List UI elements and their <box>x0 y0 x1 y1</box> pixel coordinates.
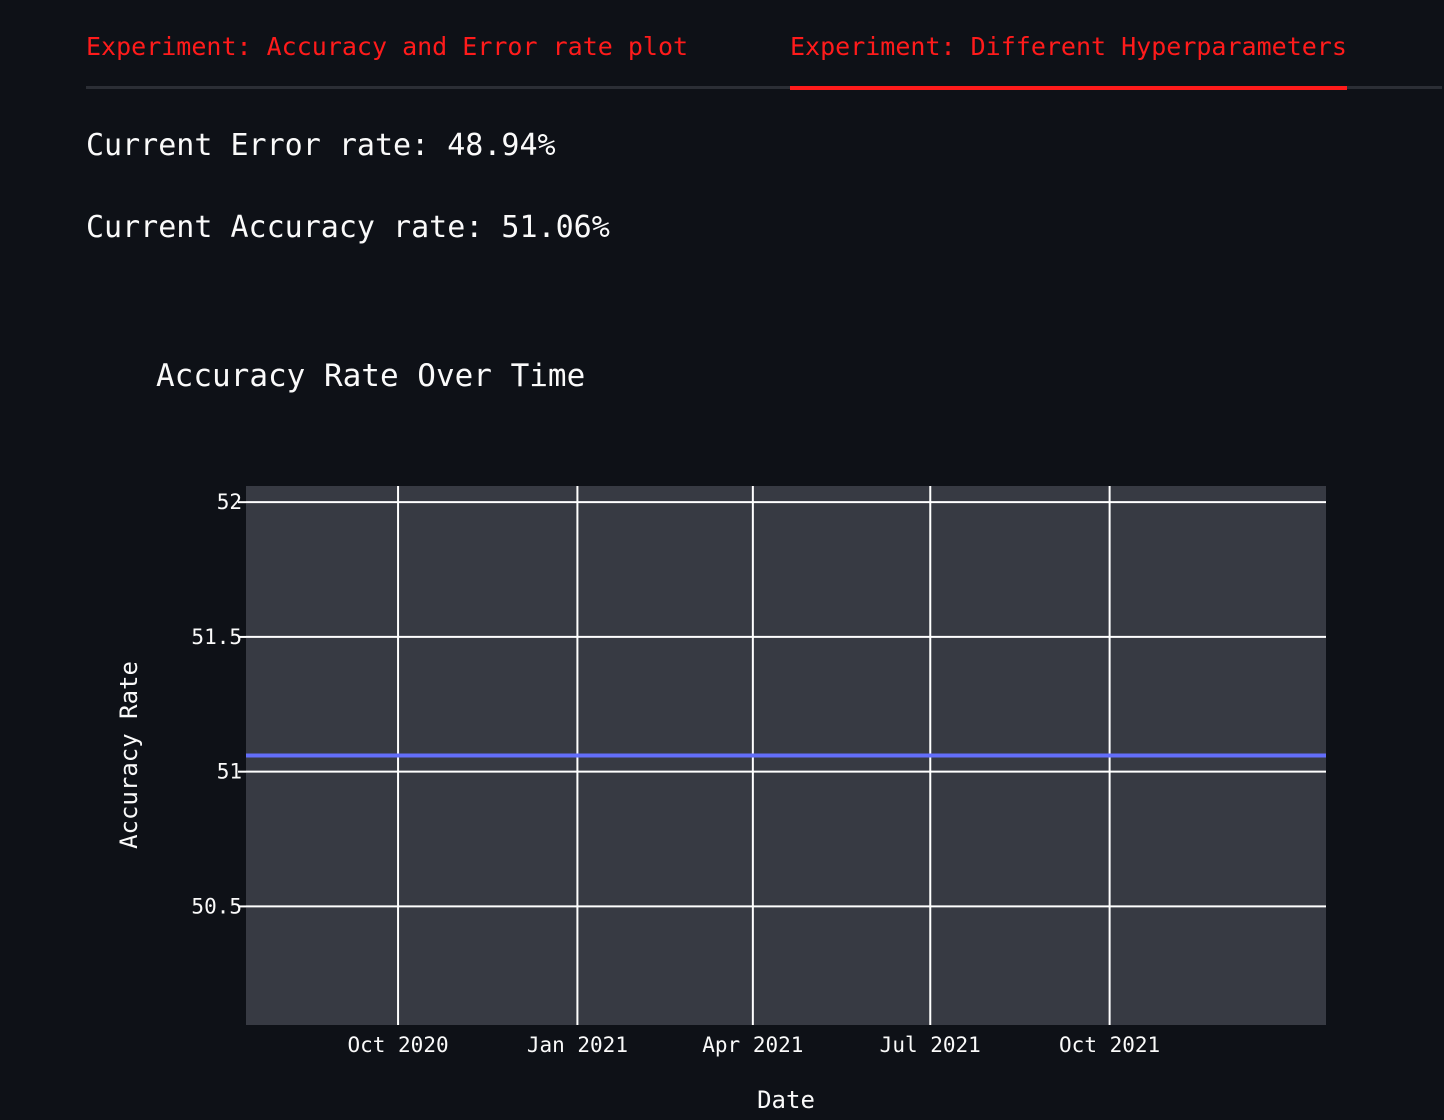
active-tab-indicator <box>790 86 1347 90</box>
tab-different-hyperparameters[interactable]: Experiment: Different Hyperparameters <box>790 26 1347 90</box>
x-tick-label: Apr 2021 <box>702 1033 803 1057</box>
y-axis-title: Accuracy Rate <box>115 661 143 849</box>
current-error-rate: Current Error rate: 48.94% <box>86 128 556 163</box>
tab-label: Experiment: Different Hyperparameters <box>790 32 1347 61</box>
x-tick-label: Oct 2021 <box>1059 1033 1160 1057</box>
x-tick-labels: Oct 2020 Jan 2021 Apr 2021 Jul 2021 Oct 2021 <box>347 1033 1160 1057</box>
x-tick-label: Jan 2021 <box>527 1033 628 1057</box>
accuracy-chart: Accuracy Rate Over Time Oct 2020 Jan 2021… <box>115 358 1326 1114</box>
tab-bar: Experiment: Accuracy and Error rate plot… <box>86 26 1442 90</box>
y-tick-label: 51.5 <box>191 625 242 649</box>
current-accuracy-rate: Current Accuracy rate: 51.06% <box>86 210 610 245</box>
x-axis-title: Date <box>757 1086 815 1114</box>
x-tick-label: Oct 2020 <box>347 1033 448 1057</box>
y-tick-labels: 50.5 51 51.5 52 <box>191 490 242 918</box>
y-tick-label: 50.5 <box>191 894 242 918</box>
tab-accuracy-error-plot[interactable]: Experiment: Accuracy and Error rate plot <box>86 32 689 61</box>
y-tick-label: 52 <box>217 490 242 514</box>
y-tick-label: 51 <box>217 760 242 784</box>
y-gridlines <box>238 501 1326 908</box>
x-tick-label: Jul 2021 <box>880 1033 981 1057</box>
chart-title: Accuracy Rate Over Time <box>156 358 585 394</box>
tab-bar-divider <box>86 86 1442 89</box>
